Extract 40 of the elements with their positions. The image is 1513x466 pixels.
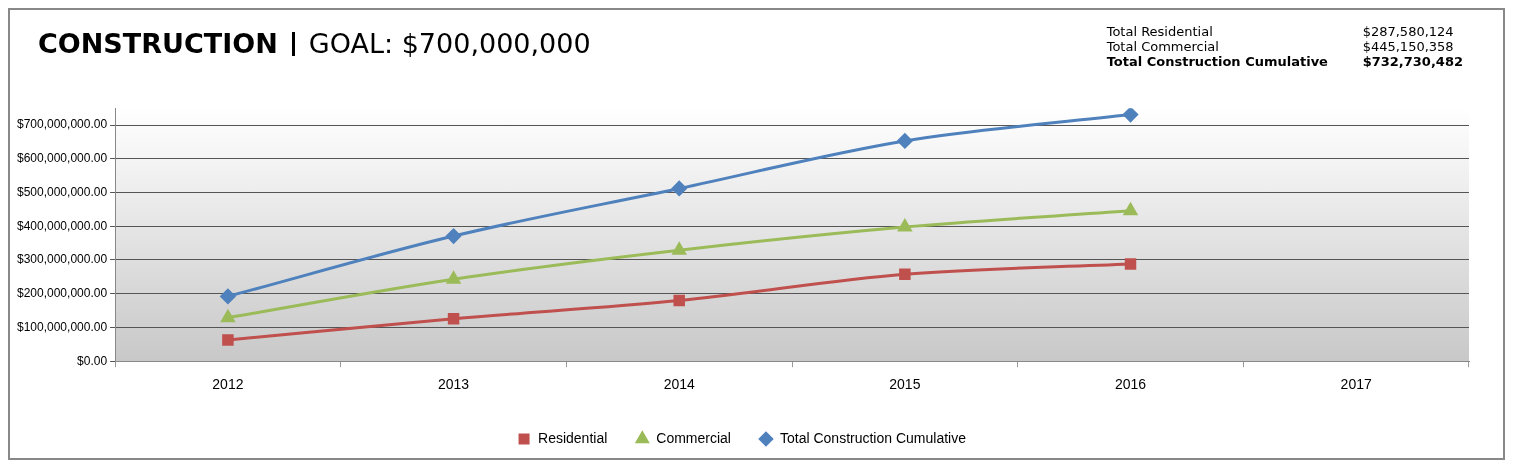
y-tick-label: $200,000,000.00 [16, 286, 108, 301]
point [222, 334, 234, 346]
y-tick-label: $600,000,000.00 [16, 151, 108, 166]
point [1124, 258, 1137, 270]
legend-label: Residential [538, 429, 608, 446]
point [1123, 203, 1138, 216]
point [221, 310, 235, 323]
y-tick-label: $300,000,000.00 [16, 252, 108, 267]
chart-title: CONSTRUCTION [38, 28, 278, 59]
point [671, 180, 687, 196]
point [673, 294, 685, 307]
text: $287,580,124 [1362, 24, 1455, 39]
text: $445,150,358 [1362, 39, 1455, 54]
y-tick-label: $400,000,000.00 [16, 218, 108, 233]
x-tick-label: 2015 [889, 376, 921, 393]
point [897, 133, 913, 149]
legend-label: Commercial [656, 429, 731, 446]
x-tick-label: 2014 [663, 376, 695, 393]
x-tick-label: 2017 [1340, 376, 1372, 393]
point [672, 242, 686, 255]
y-tick-label: $0.00 [77, 353, 108, 368]
point [898, 219, 912, 232]
y-tick-label: $700,000,000.00 [16, 117, 108, 132]
y-tick-label: $100,000,000.00 [16, 319, 108, 334]
point [220, 288, 236, 304]
point [1123, 108, 1139, 123]
x-tick-label: 2012 [212, 376, 244, 393]
chart-subtitle: GOAL: $700,000,000 [308, 28, 591, 59]
x-tick-label: 2016 [1114, 376, 1147, 393]
text: Total Residential [1105, 24, 1214, 39]
text: Total Construction Cumulative [1105, 54, 1329, 69]
x-tick-label: 2013 [437, 376, 470, 393]
point [446, 271, 461, 284]
text: $732,730,482 [1362, 54, 1463, 69]
point [899, 268, 911, 280]
point [447, 312, 460, 325]
point [446, 228, 462, 244]
legend-label: Total Construction Cumulative [779, 429, 967, 446]
text: Total Commercial [1105, 39, 1220, 54]
y-tick-label: $500,000,000.00 [16, 184, 108, 199]
